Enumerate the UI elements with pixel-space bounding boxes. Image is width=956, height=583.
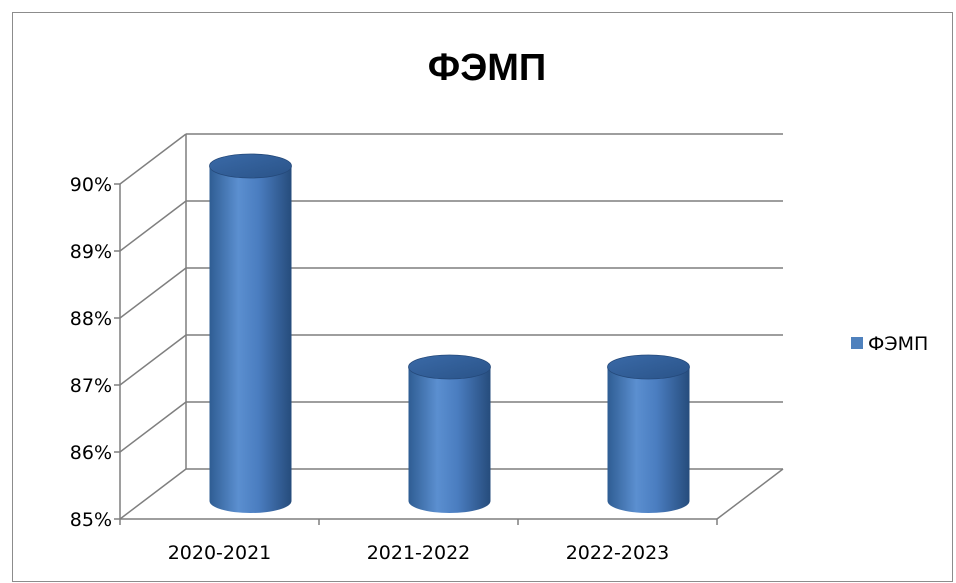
x-tick-label: 2020-2021 [168, 542, 272, 564]
bar [607, 354, 690, 513]
bar-body [408, 367, 491, 513]
legend-swatch [851, 337, 863, 349]
side-gridline [119, 200, 187, 252]
bars-layer [209, 153, 690, 513]
side-gridline [119, 133, 187, 185]
floor-edge [716, 468, 784, 520]
bar-body [607, 367, 690, 513]
bar-body [209, 166, 292, 513]
side-gridline [119, 468, 187, 520]
x-tick-label: 2021-2022 [367, 542, 471, 564]
chart-title: ФЭМП [428, 47, 546, 89]
side-gridline [119, 401, 187, 453]
legend: ФЭМП [851, 333, 928, 355]
y-tick-label: 85% [70, 509, 112, 531]
y-tick-label: 86% [70, 442, 112, 464]
y-tick-label: 87% [70, 375, 112, 397]
side-gridline [119, 267, 187, 319]
y-tick-label: 88% [70, 308, 112, 330]
side-gridline [119, 334, 187, 386]
bar-top-cap [408, 354, 491, 380]
bar-top-cap [607, 354, 690, 380]
bar [209, 153, 292, 513]
bar [408, 354, 491, 513]
x-tick-label: 2022-2023 [566, 542, 670, 564]
y-tick-label: 90% [70, 174, 112, 196]
bar-top-cap [209, 153, 292, 179]
y-tick-label: 89% [70, 241, 112, 263]
legend-label: ФЭМП [868, 333, 928, 355]
axis-layer: 85% 86% 87% 88% 89% 90% 2020-2021 2021-2022 2022… [70, 174, 718, 564]
